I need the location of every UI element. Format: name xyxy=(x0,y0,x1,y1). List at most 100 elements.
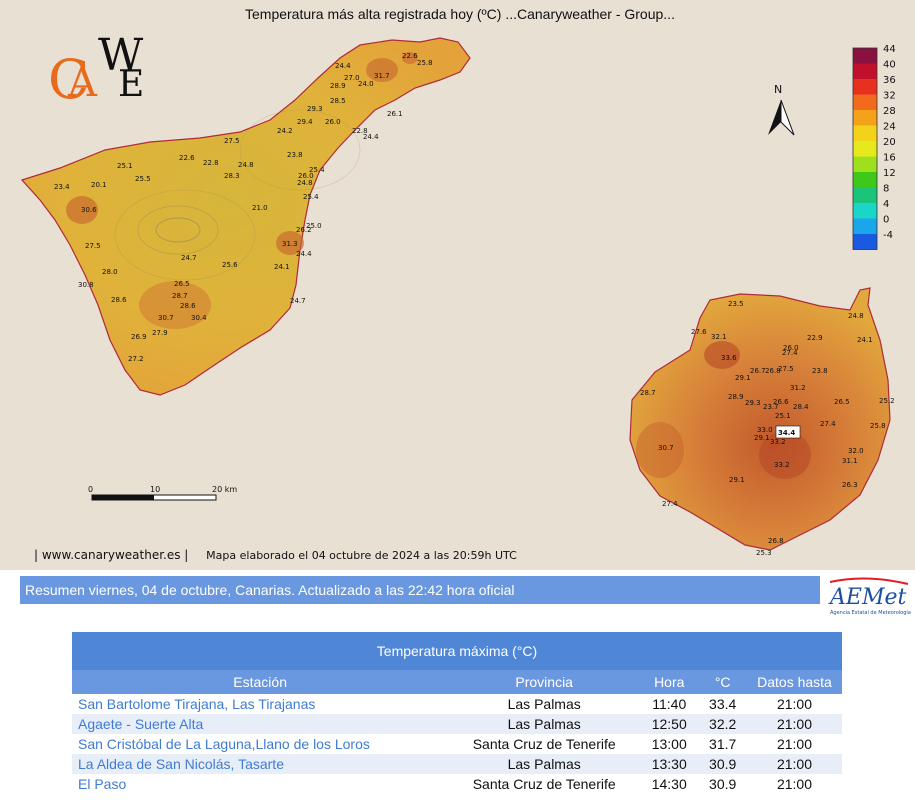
station-temperature-value: 27.5 xyxy=(85,242,101,250)
station-temperature-value: 23.8 xyxy=(812,367,828,375)
province: Las Palmas xyxy=(448,714,641,734)
station-temperature-value: 33.0 xyxy=(757,426,773,434)
station-temperature-value: 24.4 xyxy=(335,62,351,70)
svg-text:N: N xyxy=(774,83,782,96)
svg-text:20 km: 20 km xyxy=(212,485,237,494)
province: Santa Cruz de Tenerife xyxy=(448,734,641,754)
station-temperature-value: 25.4 xyxy=(309,166,325,174)
station-temperature-value: 24.8 xyxy=(848,312,864,320)
station-link[interactable]: La Aldea de San Nicolás, Tasarte xyxy=(72,754,449,774)
header-hora: Hora xyxy=(640,670,699,694)
station-temperature-value: 25.2 xyxy=(879,397,895,405)
station-temperature-value: 28.9 xyxy=(728,393,744,401)
station-temperature-value: 26.5 xyxy=(834,398,850,406)
map-title: Temperatura más alta registrada hoy (ºC)… xyxy=(245,6,675,22)
station-temperature-value: 23.4 xyxy=(54,183,70,191)
max-value-highlight xyxy=(775,425,801,439)
station-temperature-value: 33.2 xyxy=(774,461,790,469)
station-temperature-value: 30.4 xyxy=(191,314,207,322)
station-temperature-value: 31.7 xyxy=(374,72,390,80)
station-link[interactable]: Agaete - Suerte Alta xyxy=(72,714,449,734)
time: 13:00 xyxy=(640,734,699,754)
station-temperature-value: 32.1 xyxy=(711,333,727,341)
station-temperature-value: 29.1 xyxy=(735,374,751,382)
data-until: 21:00 xyxy=(746,774,842,794)
legend-label: 44 xyxy=(883,44,896,55)
logo-c: C xyxy=(48,48,89,111)
station-temperature-value: 26.0 xyxy=(298,172,314,180)
station-temperature-value: 30.7 xyxy=(158,314,174,322)
station-temperature-value: 28.3 xyxy=(224,172,240,180)
svg-text:0: 0 xyxy=(88,485,93,494)
station-temperature-value: 20.1 xyxy=(91,181,107,189)
station-temperature-value: 25.4 xyxy=(303,193,319,201)
station-temperature-value: 27.2 xyxy=(128,355,144,363)
station-temperature-value: 24.1 xyxy=(857,336,873,344)
legend-swatch xyxy=(853,187,877,203)
province: Las Palmas xyxy=(448,754,641,774)
station-temperature-value: 25.8 xyxy=(417,59,433,67)
legend-swatch xyxy=(853,79,877,95)
legend-swatch xyxy=(853,110,877,126)
station-temperature-value: 24.8 xyxy=(238,161,254,169)
station-temperature-value: 27.4 xyxy=(662,500,678,508)
station-temperature-value: 27.5 xyxy=(224,137,240,145)
station-temperature-value: 26.2 xyxy=(296,226,312,234)
data-until: 21:00 xyxy=(746,754,842,774)
station-link[interactable]: El Paso xyxy=(72,774,449,794)
table-row: San Cristóbal de La Laguna,Llano de los … xyxy=(72,734,842,754)
station-temperature-value: 26.5 xyxy=(174,280,190,288)
legend-label: 16 xyxy=(883,153,896,164)
station-temperature-value: 29.1 xyxy=(729,476,745,484)
legend-swatch xyxy=(853,172,877,188)
station-temperature-value: 26.1 xyxy=(387,110,403,118)
station-temperature-value: 24.1 xyxy=(274,263,290,271)
station-temperature-value: 31.3 xyxy=(282,240,298,248)
aemet-logo: AEMet Agencia Estatal de Meteorología xyxy=(826,574,912,618)
tenerife-station-values: 25.822.631.724.427.024.028.928.526.129.3… xyxy=(54,52,433,363)
station-temperature-value: 34.4 xyxy=(778,429,795,437)
header-provincia: Provincia xyxy=(448,670,641,694)
logo-w: W xyxy=(98,30,144,81)
station-temperature-value: 25.1 xyxy=(775,412,791,420)
map-date-note: Mapa elaborado el 04 octubre de 2024 a l… xyxy=(206,549,517,562)
station-temperature-value: 24.8 xyxy=(297,179,313,187)
scale-bar: 0 10 20 km xyxy=(88,485,237,501)
temperature: 30.9 xyxy=(698,774,747,794)
station-temperature-value: 22.8 xyxy=(352,127,368,135)
station-temperature-value: 26.0 xyxy=(325,118,341,126)
time: 12:50 xyxy=(640,714,699,734)
station-temperature-value: 29.3 xyxy=(307,105,323,113)
station-temperature-value: 28.0 xyxy=(102,268,118,276)
max-temperature-table: Temperatura máxima (°C) Estación Provinc… xyxy=(72,632,842,794)
station-temperature-value: 23.7 xyxy=(763,403,779,411)
legend-label: 12 xyxy=(883,168,896,179)
station-temperature-value: 28.7 xyxy=(640,389,656,397)
legend-label: 20 xyxy=(883,137,896,148)
station-temperature-value: 29.3 xyxy=(745,399,761,407)
station-temperature-value: 23.8 xyxy=(287,151,303,159)
data-until: 21:00 xyxy=(746,694,842,714)
station-temperature-value: 29.4 xyxy=(297,118,313,126)
station-link[interactable]: San Bartolome Tirajana, Las Tirajanas xyxy=(72,694,449,714)
station-temperature-value: 26.0 xyxy=(783,344,799,352)
station-temperature-value: 24.7 xyxy=(290,297,306,305)
table-caption: Temperatura máxima (°C) xyxy=(72,632,842,670)
station-temperature-value: 33.2 xyxy=(770,438,786,446)
station-link[interactable]: San Cristóbal de La Laguna,Llano de los … xyxy=(72,734,449,754)
station-temperature-value: 25.1 xyxy=(117,162,133,170)
province: Las Palmas xyxy=(448,694,641,714)
station-temperature-value: 26.9 xyxy=(131,333,147,341)
station-temperature-value: 26.3 xyxy=(842,481,858,489)
site-url[interactable]: | www.canaryweather.es | xyxy=(34,548,189,562)
station-temperature-value: 30.8 xyxy=(78,281,94,289)
legend-swatch xyxy=(853,94,877,110)
station-temperature-value: 27.6 xyxy=(691,328,707,336)
header-estacion: Estación xyxy=(72,670,449,694)
legend-swatch xyxy=(853,125,877,141)
station-temperature-value: 22.9 xyxy=(807,334,823,342)
station-temperature-value: 25.8 xyxy=(870,422,886,430)
station-temperature-value: 27.0 xyxy=(344,74,360,82)
station-temperature-value: 23.5 xyxy=(728,300,744,308)
